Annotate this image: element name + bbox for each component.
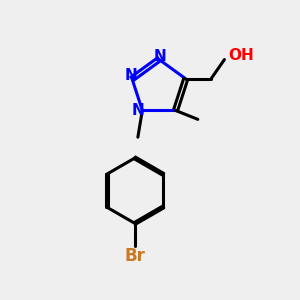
Text: OH: OH <box>228 48 254 63</box>
Text: N: N <box>124 68 137 83</box>
Text: N: N <box>154 49 167 64</box>
Text: Br: Br <box>124 247 145 265</box>
Text: N: N <box>131 103 144 118</box>
